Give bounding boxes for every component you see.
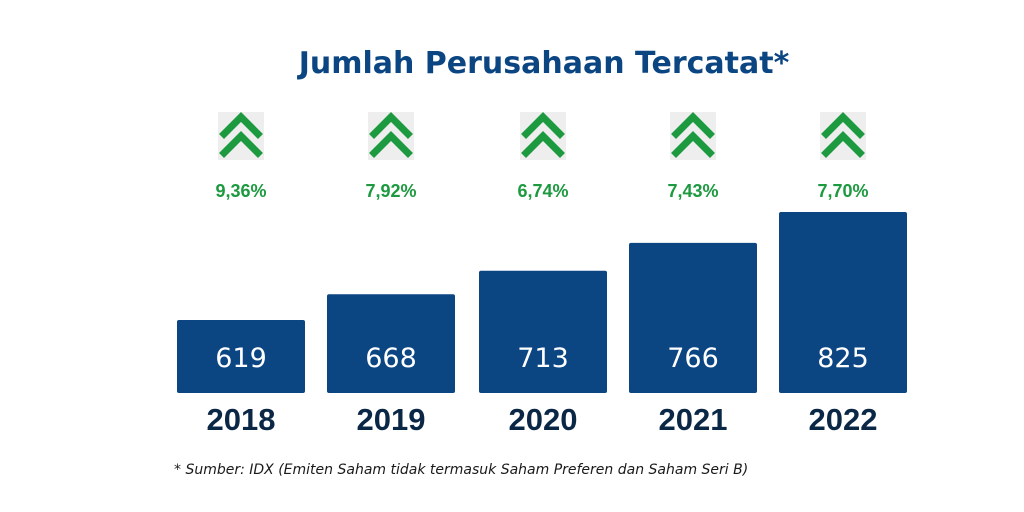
growth-label-2019: 7,92%: [365, 181, 416, 201]
bar-2022: [779, 212, 907, 393]
bars: [177, 212, 907, 393]
growth-label-2022: 7,70%: [817, 181, 868, 201]
bar-2018: [177, 320, 305, 393]
value-label-2020: 713: [517, 343, 569, 374]
double-chevron-up-icon: [520, 112, 566, 160]
double-chevron-up-icon: [368, 112, 414, 160]
value-label-2022: 825: [817, 343, 869, 374]
year-label-2021: 2021: [659, 402, 728, 437]
double-chevron-up-icon: [218, 112, 264, 160]
value-labels: 619 668 713 766 825: [215, 343, 869, 374]
year-label-2022: 2022: [809, 402, 878, 437]
value-label-2021: 766: [667, 343, 719, 374]
bar-2021: [629, 242, 757, 393]
growth-icons: [218, 112, 866, 160]
year-labels: 2018 2019 2020 2021 2022: [207, 402, 878, 437]
growth-labels: 9,36% 7,92% 6,74% 7,43% 7,70%: [215, 181, 868, 201]
value-label-2019: 668: [365, 343, 417, 374]
chart-title: Jumlah Perusahaan Tercatat*: [297, 46, 790, 81]
year-label-2020: 2020: [509, 402, 578, 437]
double-chevron-up-icon: [670, 112, 716, 160]
growth-label-2021: 7,43%: [667, 181, 718, 201]
year-label-2018: 2018: [207, 402, 276, 437]
bar-2020: [479, 270, 607, 393]
year-label-2019: 2019: [357, 402, 426, 437]
source-footnote: * Sumber: IDX (Emiten Saham tidak termas…: [174, 462, 748, 478]
value-label-2018: 619: [215, 343, 267, 374]
bar-2019: [327, 294, 455, 393]
growth-label-2020: 6,74%: [517, 181, 568, 201]
double-chevron-up-icon: [820, 112, 866, 160]
growth-label-2018: 9,36%: [215, 181, 266, 201]
